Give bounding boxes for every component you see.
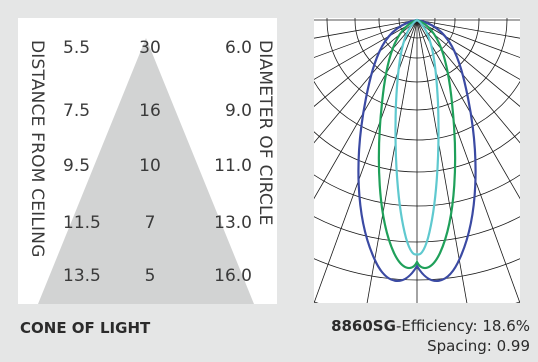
grid-radial-line [416,19,520,200]
grid-radial-line [314,19,418,107]
light-cone-graphic [38,38,254,304]
grid-radial-line [416,19,520,144]
distance-value: 11.5 [63,213,101,233]
inner-candela-curve [394,18,440,256]
diameter-value: 16.0 [214,266,252,286]
diameter-of-circle-label: DIAMETER OF CIRCLE [255,40,275,226]
grid-radial-line [416,19,468,303]
candela-distribution-panel [314,18,520,303]
middle-candela-curve [377,18,457,270]
distance-value: 5.5 [63,38,91,58]
grid-radial-line [314,19,418,58]
footcandle-value: 5 [144,266,156,286]
spacing-value: Spacing: 0.99 [427,337,530,355]
diameter-value: 13.0 [214,213,252,233]
photometric-summary: 8860SG-Efficiency: 18.6% Spacing: 0.99 [300,316,530,356]
distance-value: 7.5 [63,101,91,121]
diameter-value: 9.0 [224,101,252,121]
grid-radial-line [314,19,418,303]
grid-radial-line [314,19,418,39]
cone-row: 9.5 10 11.0 [18,155,277,177]
diameter-value: 6.0 [224,38,252,58]
light-cone-shape [38,38,254,304]
cone-row: 5.5 30 6.0 [18,37,277,59]
diameter-value: 11.0 [214,156,252,176]
grid-radial-line [416,19,520,58]
model-separator: - [395,317,402,335]
cone-of-light-panel: DISTANCE FROM CEILING DIAMETER OF CIRCLE… [18,18,277,304]
efficiency-value: Efficiency: 18.6% [401,317,530,335]
candela-polar-diagram [314,18,520,303]
grid-radial-line [416,19,520,80]
outer-candela-curve [357,18,477,283]
distance-value: 9.5 [63,156,91,176]
polar-grid [314,18,520,303]
grid-radial-line [314,19,418,80]
footcandle-value: 7 [144,213,156,233]
footcandle-value: 10 [139,156,161,176]
grid-radial-line [416,19,520,39]
model-number: 8860SG [331,317,396,335]
cone-row: 13.5 5 16.0 [18,265,277,287]
cone-row: 11.5 7 13.0 [18,212,277,234]
efficiency-line: 8860SG-Efficiency: 18.6% [300,316,530,336]
grid-radial-line [416,19,520,303]
distance-from-ceiling-label: DISTANCE FROM CEILING [27,40,47,258]
footcandle-value: 16 [139,101,161,121]
cone-of-light-caption: CONE OF LIGHT [20,319,151,337]
grid-radial-line [416,19,520,107]
grid-radial-line [314,19,418,144]
grid-radial-line [314,19,418,200]
grid-radial-line [366,19,418,303]
cone-row: 7.5 16 9.0 [18,100,277,122]
distance-value: 13.5 [63,266,101,286]
footcandle-value: 30 [139,38,161,58]
